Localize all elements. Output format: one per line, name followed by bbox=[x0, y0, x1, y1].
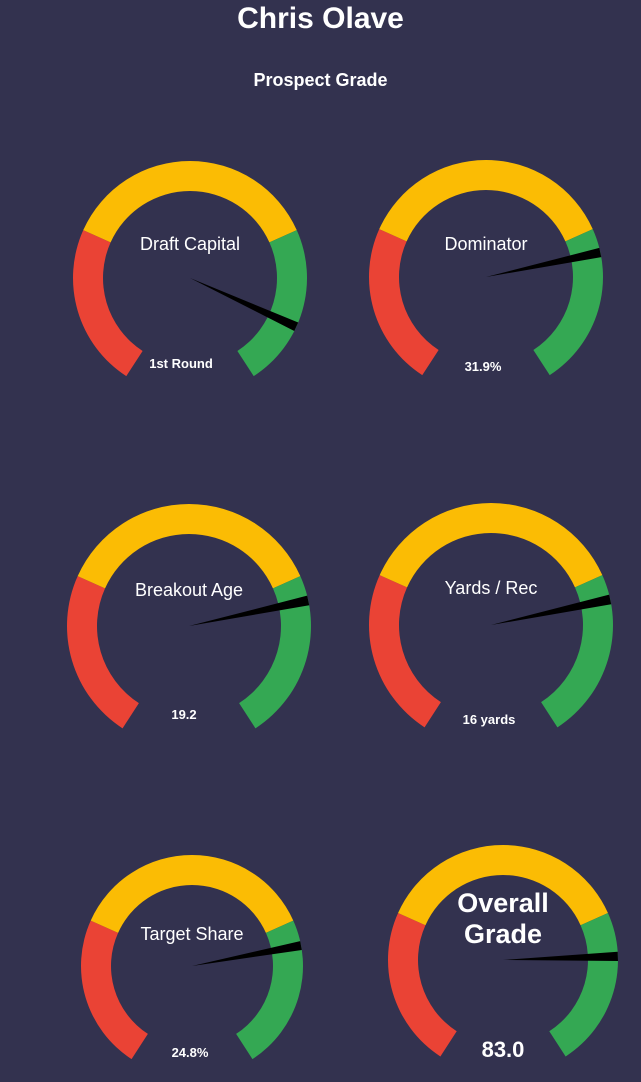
yellow-band bbox=[83, 160, 297, 243]
needle bbox=[189, 595, 310, 626]
gauge-yards-rec: Yards / Rec 16 yards bbox=[368, 503, 613, 728]
gauge-label: Draft Capital bbox=[140, 234, 240, 254]
yellow-band bbox=[77, 503, 301, 589]
red-band bbox=[368, 229, 439, 376]
green-band bbox=[541, 575, 613, 728]
gauge-value: 19.2 bbox=[171, 707, 196, 722]
needle bbox=[503, 951, 618, 962]
needle bbox=[190, 278, 299, 332]
yellow-band bbox=[379, 503, 603, 588]
gauge-breakout-age: Breakout Age 19.2 bbox=[67, 503, 312, 729]
needle bbox=[491, 594, 612, 625]
green-band bbox=[239, 576, 312, 729]
green-band bbox=[237, 230, 308, 377]
page-subtitle: Prospect Grade bbox=[253, 70, 388, 90]
green-band bbox=[549, 912, 618, 1057]
green-band bbox=[236, 920, 303, 1060]
red-band bbox=[81, 920, 148, 1060]
gauge-draft-capital: Draft Capital 1st Round bbox=[73, 160, 308, 377]
green-band bbox=[533, 229, 603, 376]
yellow-band bbox=[379, 159, 593, 242]
gauge-label: Yards / Rec bbox=[445, 578, 538, 598]
gauge-target-share: Target Share 24.8% bbox=[81, 855, 303, 1060]
gauge-value: 31.9% bbox=[465, 359, 502, 374]
needle bbox=[486, 247, 602, 277]
red-band bbox=[368, 575, 441, 728]
gauge-label: Breakout Age bbox=[135, 580, 243, 600]
red-band bbox=[73, 230, 143, 377]
gauge-value: 16 yards bbox=[463, 712, 516, 727]
gauge-dominator: Dominator 31.9% bbox=[368, 159, 603, 376]
gauge-value: 1st Round bbox=[149, 356, 213, 371]
gauge-label: Target Share bbox=[140, 924, 243, 944]
gauge-value: 24.8% bbox=[172, 1045, 209, 1060]
yellow-band bbox=[90, 855, 294, 933]
gauge-value: 83.0 bbox=[482, 1037, 525, 1062]
page-title: Chris Olave bbox=[237, 2, 404, 35]
gauge-label: Dominator bbox=[444, 234, 527, 254]
red-band bbox=[388, 912, 457, 1057]
yellow-band bbox=[398, 845, 608, 926]
needle bbox=[192, 941, 302, 966]
gauge-label: Grade bbox=[464, 919, 542, 949]
red-band bbox=[67, 576, 139, 729]
gauge-label: Overall bbox=[457, 888, 549, 918]
